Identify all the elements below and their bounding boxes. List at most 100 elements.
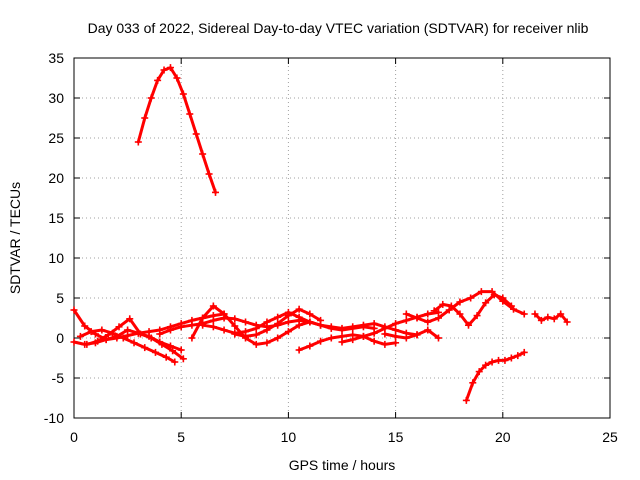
series-line xyxy=(297,333,398,352)
data-point xyxy=(147,334,155,342)
data-point xyxy=(495,356,503,364)
data-point xyxy=(317,337,325,345)
data-point xyxy=(306,318,314,326)
data-point xyxy=(462,396,470,404)
data-point xyxy=(252,324,260,332)
series-line xyxy=(85,317,185,361)
data-point xyxy=(212,188,220,196)
series-arc-o xyxy=(531,310,571,326)
series-arc-c xyxy=(76,326,179,366)
data-point xyxy=(166,64,174,72)
y-tick-label: 5 xyxy=(56,290,64,306)
data-point xyxy=(434,314,442,322)
data-point xyxy=(231,330,239,338)
data-point xyxy=(295,346,303,354)
data-point xyxy=(306,342,314,350)
series-arc-l xyxy=(402,288,528,326)
data-point xyxy=(295,305,303,313)
data-point xyxy=(76,332,84,340)
data-point xyxy=(177,346,185,354)
data-point xyxy=(126,315,134,323)
series-line xyxy=(340,310,440,344)
data-point xyxy=(263,326,271,334)
data-point xyxy=(231,315,239,323)
series-arc-m xyxy=(430,291,515,329)
y-axis-label: SDTVAR / TECUs xyxy=(7,182,23,294)
data-point xyxy=(295,321,303,329)
data-point xyxy=(145,328,153,336)
data-point xyxy=(147,94,155,102)
y-tick-label: -10 xyxy=(44,410,64,426)
data-point xyxy=(439,300,447,308)
data-point xyxy=(557,310,565,318)
y-tick-label: 30 xyxy=(48,90,64,106)
data-point xyxy=(467,294,475,302)
data-point xyxy=(252,340,260,348)
data-point xyxy=(413,331,421,339)
series-line xyxy=(190,304,312,346)
data-point xyxy=(359,321,367,329)
data-point xyxy=(242,318,250,326)
x-tick-label: 25 xyxy=(602,429,618,445)
data-point xyxy=(327,334,335,342)
data-point xyxy=(475,368,483,376)
data-point xyxy=(295,313,303,321)
data-point xyxy=(242,332,250,340)
x-tick-label: 0 xyxy=(70,429,78,445)
y-tick-label: 0 xyxy=(56,330,64,346)
data-point xyxy=(520,310,528,318)
data-point xyxy=(482,361,490,369)
data-point xyxy=(499,294,507,302)
x-tick-label: 5 xyxy=(177,429,185,445)
data-point xyxy=(445,306,453,314)
data-point xyxy=(199,150,207,158)
data-point xyxy=(188,321,196,329)
data-point xyxy=(134,138,142,146)
series-arc-g xyxy=(199,308,421,339)
series-line xyxy=(404,290,526,324)
data-point xyxy=(83,340,91,348)
y-tick-label: 10 xyxy=(48,250,64,266)
data-point xyxy=(447,302,455,310)
data-point xyxy=(349,336,357,344)
data-point xyxy=(469,379,477,387)
data-point xyxy=(402,316,410,324)
data-point xyxy=(456,298,464,306)
data-point xyxy=(392,339,400,347)
data-point xyxy=(252,331,260,339)
data-point xyxy=(177,323,185,331)
data-point xyxy=(370,337,378,345)
data-point xyxy=(151,348,159,356)
data-point xyxy=(166,326,174,334)
data-point xyxy=(338,338,346,346)
data-point xyxy=(424,310,432,318)
data-point xyxy=(104,331,112,339)
data-point xyxy=(563,318,571,326)
data-point xyxy=(156,330,164,338)
data-point xyxy=(477,288,485,296)
data-point xyxy=(501,356,509,364)
data-point xyxy=(274,320,282,328)
data-point xyxy=(370,320,378,328)
series-arc-h xyxy=(231,305,325,340)
data-point xyxy=(98,326,106,334)
data-point xyxy=(169,347,177,355)
data-point xyxy=(209,316,217,324)
data-series xyxy=(70,64,571,404)
data-point xyxy=(158,340,166,348)
data-point xyxy=(507,354,515,362)
data-point xyxy=(136,330,144,338)
data-point xyxy=(490,291,498,299)
data-point xyxy=(402,310,410,318)
data-point xyxy=(231,322,239,330)
series-arc-n xyxy=(462,348,528,404)
axes: 0 5 10 15 20 25 -10 -5 0 5 10 15 20 25 30 35 xyxy=(44,50,618,445)
data-point xyxy=(173,74,181,82)
data-point xyxy=(488,358,496,366)
series-arc-j xyxy=(338,308,442,346)
y-tick-label: 35 xyxy=(48,50,64,66)
series-arc-k xyxy=(381,326,442,342)
data-point xyxy=(482,299,490,307)
data-point xyxy=(381,330,389,338)
